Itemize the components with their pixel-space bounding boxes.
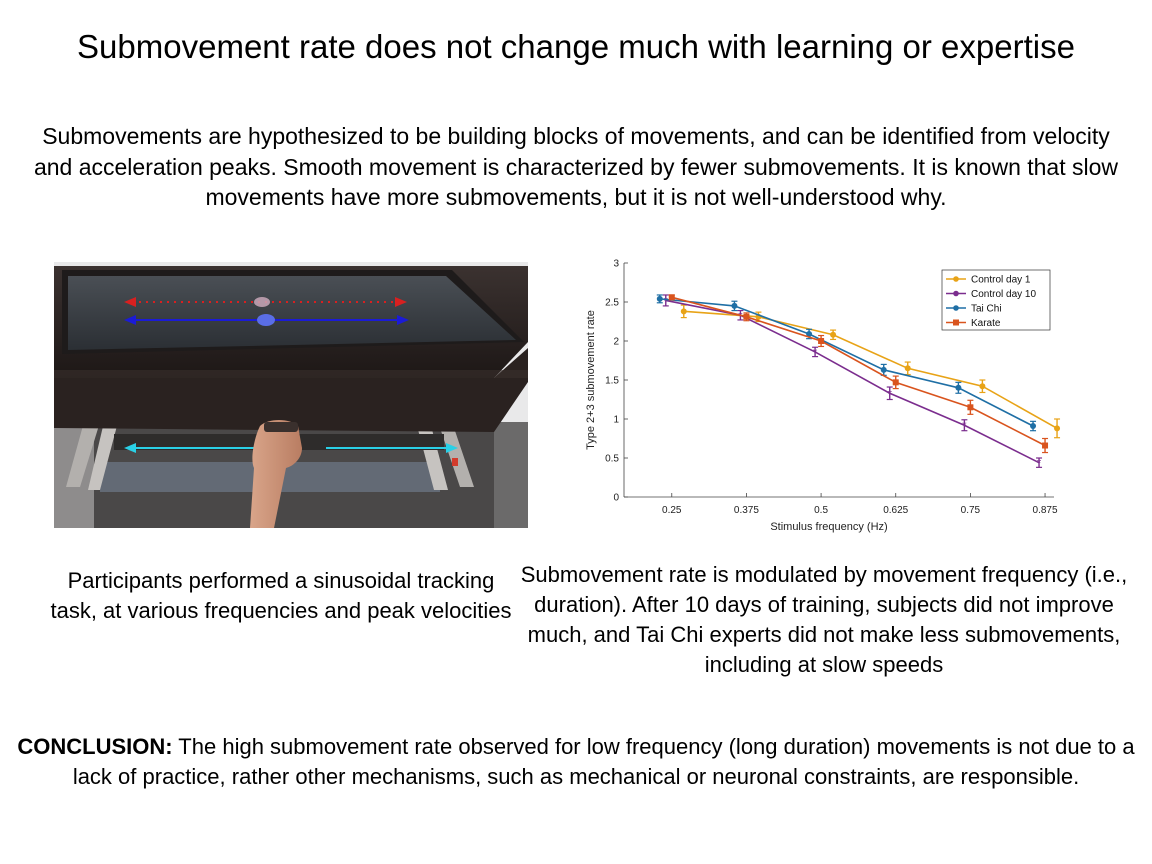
data-point: * bbox=[888, 388, 893, 400]
data-point bbox=[668, 294, 675, 301]
y-tick-label: 1 bbox=[613, 415, 619, 426]
submovement-rate-chart: 0 0.5 1 1.5 2 2.5 3 0.25 0.375 0.5 0.625 0.75 0.875 S… bbox=[578, 252, 1068, 540]
x-axis-label: Stimulus frequency (Hz) bbox=[770, 521, 887, 533]
legend-marker bbox=[953, 276, 959, 282]
data-point bbox=[656, 295, 663, 302]
apparatus-photo bbox=[54, 262, 528, 528]
intro-paragraph: Submovements are hypothesized to be buil… bbox=[33, 123, 1119, 210]
x-tick-label: 0.25 bbox=[662, 505, 682, 516]
legend-label: Karate bbox=[971, 318, 1001, 329]
data-point bbox=[806, 330, 813, 337]
data-point bbox=[743, 313, 750, 320]
data-point: * bbox=[664, 295, 669, 307]
chart-caption: Submovement rate is modulated by movemen… bbox=[520, 562, 1128, 677]
y-tick-label: 2 bbox=[613, 337, 619, 348]
data-point bbox=[880, 366, 887, 373]
data-point bbox=[680, 308, 687, 315]
data-point: * bbox=[1037, 458, 1042, 470]
y-tick-label: 0.5 bbox=[605, 454, 619, 465]
data-point bbox=[1030, 423, 1037, 430]
data-point bbox=[731, 302, 738, 309]
data-point bbox=[1054, 425, 1061, 432]
data-point bbox=[979, 383, 986, 390]
y-tick-label: 0 bbox=[613, 493, 619, 504]
data-point bbox=[967, 404, 974, 411]
legend-marker bbox=[953, 290, 959, 297]
data-point: * bbox=[738, 310, 743, 322]
data-point bbox=[904, 365, 911, 372]
y-tick-label: 3 bbox=[613, 259, 619, 270]
data-point: * bbox=[962, 420, 967, 432]
y-axis-label: Type 2+3 submovement rate bbox=[585, 310, 597, 450]
legend-box bbox=[941, 269, 1051, 331]
data-point bbox=[1042, 442, 1049, 449]
conclusion-text: The high submovement rate observed for l… bbox=[72, 734, 1135, 789]
chart-svg: 0 0.5 1 1.5 2 2.5 3 0.25 0.375 0.5 0.625 0.75 0.875 S… bbox=[585, 259, 1061, 533]
conclusion: CONCLUSION: The high submovement rate ob… bbox=[10, 732, 1142, 792]
y-tick-label: 1.5 bbox=[605, 376, 619, 387]
data-point bbox=[955, 384, 962, 391]
photo-caption: Participants performed a sinusoidal trac… bbox=[50, 568, 512, 623]
series-line bbox=[671, 296, 1046, 447]
data-point bbox=[818, 338, 825, 344]
y-tick-label: 2.5 bbox=[605, 298, 619, 309]
series-line bbox=[659, 298, 1034, 427]
conclusion-label: CONCLUSION: bbox=[17, 734, 173, 759]
apparatus-illustration bbox=[54, 262, 528, 528]
x-tick-label: 0.75 bbox=[961, 505, 981, 516]
legend-label: Tai Chi bbox=[971, 304, 1002, 315]
page-title: Submovement rate does not change much wi… bbox=[77, 28, 1075, 65]
x-tick-label: 0.5 bbox=[814, 505, 828, 516]
x-tick-label: 0.875 bbox=[1033, 505, 1058, 516]
legend-marker bbox=[953, 305, 959, 311]
x-tick-label: 0.625 bbox=[883, 505, 908, 516]
legend-label: Control day 1 bbox=[971, 275, 1031, 286]
legend-marker bbox=[953, 319, 959, 326]
legend-label: Control day 10 bbox=[971, 289, 1036, 300]
data-point: * bbox=[813, 347, 818, 359]
data-point bbox=[830, 331, 837, 338]
data-point bbox=[892, 379, 899, 386]
x-tick-label: 0.375 bbox=[734, 505, 759, 516]
